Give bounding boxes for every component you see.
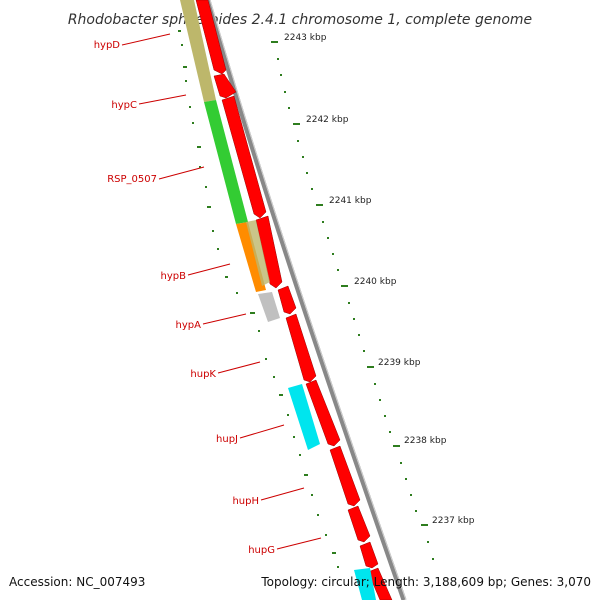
gene-RSP_0507-block[interactable]: [204, 100, 248, 224]
genome-backbone-highlight: [209, 0, 407, 600]
gene-hypB-block[interactable]: [236, 222, 266, 292]
red-gene-5[interactable]: [277, 285, 297, 315]
gene-hypB-overlap: [246, 220, 270, 286]
gene-label-hypC[interactable]: hypC: [111, 100, 137, 111]
gene-label-hupJ[interactable]: hupJ: [216, 434, 238, 445]
gene-label-RSP_0507[interactable]: RSP_0507: [107, 174, 157, 185]
kbp-label-2238: 2238 kbp: [404, 436, 447, 446]
red-gene-11[interactable]: [367, 567, 393, 600]
red-gene-3[interactable]: [221, 95, 267, 219]
gene-label-hupK[interactable]: hupK: [190, 369, 216, 380]
kbp-label-2242: 2242 kbp: [306, 115, 349, 125]
gene-hupJ-block[interactable]: [288, 384, 320, 450]
gene-hypA-block[interactable]: [258, 292, 280, 322]
genome-backbone: [205, 0, 407, 600]
gene-label-hupG[interactable]: hupG: [248, 545, 275, 556]
gene-label-hypA[interactable]: hypA: [176, 320, 202, 331]
kbp-label-2243: 2243 kbp: [284, 33, 327, 43]
colored-genes: [180, 0, 376, 600]
inner-ticks: [178, 30, 339, 568]
gene-label-hupH[interactable]: hupH: [232, 496, 259, 507]
red-gene-1[interactable]: [195, 0, 227, 75]
red-gene-6[interactable]: [285, 313, 317, 383]
kbp-label-2240: 2240 kbp: [354, 277, 397, 287]
gene-label-hypD[interactable]: hypD: [94, 40, 121, 51]
outer-scale-ticks: [271, 41, 434, 560]
kbp-label-group: 2243 kbp 2242 kbp 2241 kbp 2240 kbp 2239…: [284, 33, 475, 526]
red-gene-7[interactable]: [305, 379, 341, 447]
genome-summary: Topology: circular; Length: 3,188,609 bp…: [260, 575, 591, 589]
gene-label-group: hypD hypC RSP_0507 hypB hypA hupK hupJ h…: [94, 33, 322, 556]
kbp-label-2239: 2239 kbp: [378, 358, 421, 368]
red-gene-9[interactable]: [347, 505, 371, 543]
kbp-label-2237: 2237 kbp: [432, 516, 475, 526]
red-gene-8[interactable]: [329, 445, 361, 507]
red-gene-10[interactable]: [359, 541, 379, 569]
accession-label: Accession: NC_007493: [9, 575, 145, 589]
forward-strand-genes: [195, 0, 393, 600]
gene-hypD-hypC-block[interactable]: [180, 0, 216, 102]
gene-label-hypB[interactable]: hypB: [161, 271, 187, 282]
red-gene-2[interactable]: [213, 73, 237, 99]
kbp-label-2241: 2241 kbp: [329, 196, 372, 206]
map-title: Rhodobacter sphaeroides 2.4.1 chromosome…: [68, 12, 532, 28]
gene-bottom-cyan: [354, 568, 376, 600]
